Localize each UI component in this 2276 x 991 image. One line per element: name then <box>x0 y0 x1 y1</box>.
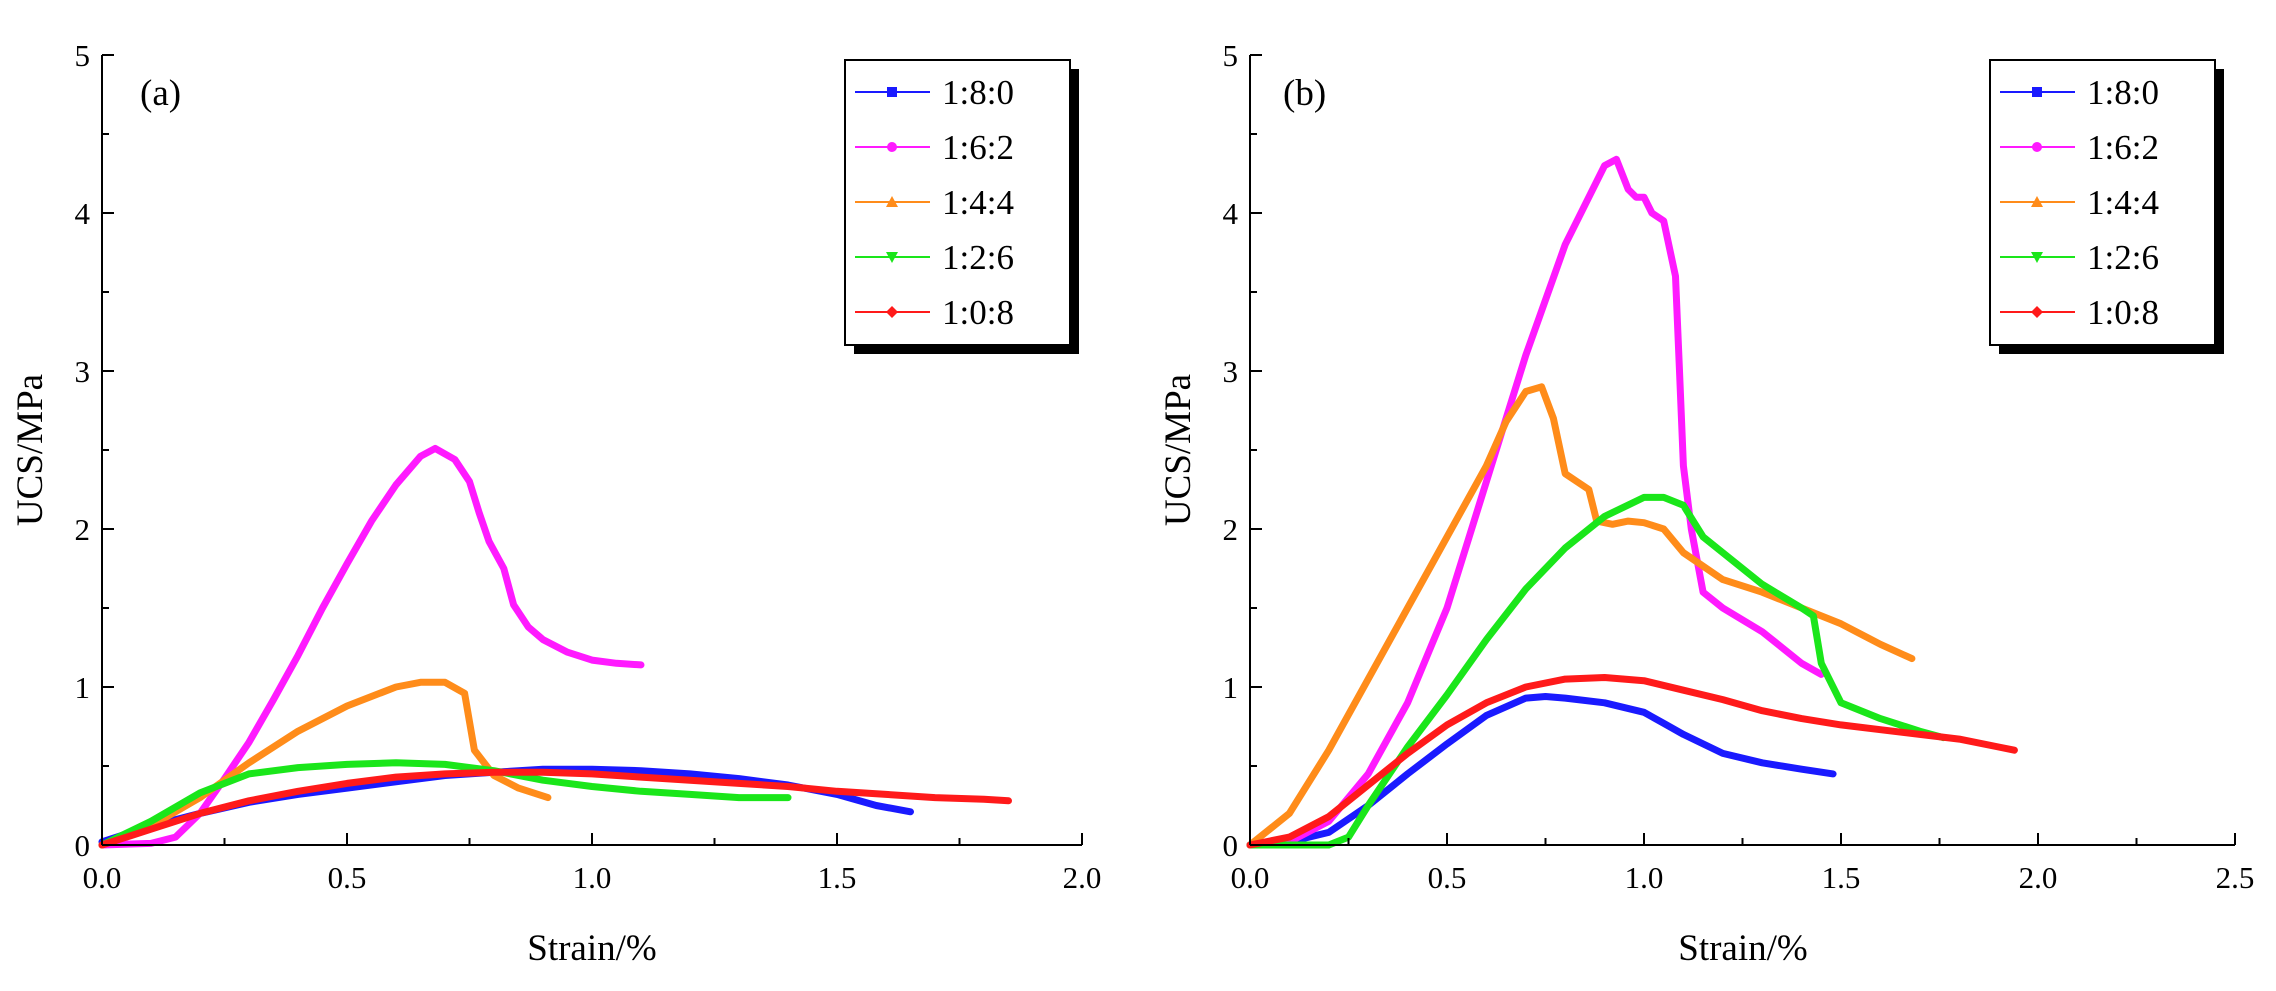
panel-a-legend-1-4-4-label: 1:4:4 <box>942 183 1014 222</box>
panel-a-legend-1-6-2-label: 1:6:2 <box>942 128 1014 167</box>
panel-b-legend-1-8-0-marker <box>2032 87 2042 97</box>
panel-a-legend: 1:8:0 1:6:2 1:4:4 1:2:6 1:0:8 <box>844 59 1079 354</box>
panel-b-legend-1-4-4-label: 1:4:4 <box>2087 183 2159 222</box>
panel-b-y-tick-label: 3 <box>1223 354 1239 389</box>
panel-b-y-tick-label: 4 <box>1223 196 1239 231</box>
panel-a-legend-1-2-6-label: 1:2:6 <box>942 238 1014 277</box>
panel-a-x-axis-label: Strain/% <box>527 928 656 969</box>
panel-b-y-tick-label: 1 <box>1223 670 1239 705</box>
panel-b-legend-1-0-8-marker <box>2031 306 2043 318</box>
panel-a-series-group <box>98 444 1012 849</box>
panel-b-legend: 1:8:0 1:6:2 1:4:4 1:2:6 1:0:8 <box>1989 59 2224 354</box>
panel-a-series-1-6-2-line <box>98 444 645 849</box>
panel-b: 0.0 0.5 1.0 1.5 2.0 2.5 0 1 2 3 4 5 Strain/% UCS/MPa (… <box>1158 38 2254 969</box>
panel-a-tag: (a) <box>140 73 181 114</box>
panel-b-x-tick-label: 1.5 <box>1822 860 1861 895</box>
panel-b-series-1-4-4-line <box>1246 383 1916 849</box>
panel-b-legend-1-4-4-marker <box>2031 196 2043 207</box>
panel-a-x-tick-label: 2.0 <box>1063 860 1102 895</box>
panel-b-series-group <box>1246 155 2018 849</box>
panel-a-y-axis-label: UCS/MPa <box>10 374 51 526</box>
panel-a-legend-1-8-0-label: 1:8:0 <box>942 73 1014 112</box>
panel-b-x-tick-label: 1.0 <box>1625 860 1664 895</box>
panel-b-y-tick-label: 0 <box>1223 828 1239 863</box>
panel-b-legend-1-6-2-marker <box>2032 142 2042 152</box>
panel-a-legend-1-6-2-marker <box>887 142 897 152</box>
panel-a-legend-1-0-8-marker <box>886 306 898 318</box>
panel-a-y-tick-label: 0 <box>75 828 91 863</box>
panel-b-x-tick-label: 2.5 <box>2216 860 2255 895</box>
panel-b-legend-1-0-8-label: 1:0:8 <box>2087 293 2159 332</box>
panel-a-y-tick-label: 5 <box>75 38 91 73</box>
panel-b-y-tick-label: 5 <box>1223 38 1239 73</box>
panel-b-legend-1-2-6-label: 1:2:6 <box>2087 238 2159 277</box>
panel-b-series-1-0-8-line <box>1246 674 2018 849</box>
panel-a-x-tick-label: 0.0 <box>83 860 122 895</box>
panel-b-x-tick-label: 2.0 <box>2019 860 2058 895</box>
panel-a-x-tick-label: 1.0 <box>573 860 612 895</box>
panel-b-y-tick-label: 2 <box>1223 512 1239 547</box>
panel-a-series-1-0-8-line <box>98 768 1012 849</box>
panel-b-legend-1-2-6-marker <box>2031 252 2043 263</box>
panel-a-x-tick-label: 1.5 <box>818 860 857 895</box>
panel-b-series-1-6-2-line <box>1246 155 1825 849</box>
panel-b-x-tick-label: 0.0 <box>1231 860 1270 895</box>
panel-b-tag: (b) <box>1283 73 1326 114</box>
panel-b-y-axis-label: UCS/MPa <box>1158 374 1199 526</box>
panel-b-x-tick-label: 0.5 <box>1428 860 1467 895</box>
panel-a-legend-1-4-4-marker <box>886 196 898 207</box>
panel-a-x-tick-label: 0.5 <box>328 860 367 895</box>
panel-a-y-tick-label: 1 <box>75 670 91 705</box>
panel-a: 0.0 0.5 1.0 1.5 2.0 0 1 2 3 4 5 Strain/% UCS/MPa (a) 1… <box>10 38 1101 969</box>
panel-b-legend-1-8-0-label: 1:8:0 <box>2087 73 2159 112</box>
panel-a-legend-1-8-0-marker <box>887 87 897 97</box>
panel-a-legend-1-0-8-label: 1:0:8 <box>942 293 1014 332</box>
panel-a-legend-1-2-6-marker <box>886 252 898 263</box>
panel-a-y-tick-label: 2 <box>75 512 91 547</box>
panel-b-x-axis-label: Strain/% <box>1678 928 1807 969</box>
panel-a-y-tick-label: 4 <box>75 196 91 231</box>
panel-b-legend-1-6-2-label: 1:6:2 <box>2087 128 2159 167</box>
panel-b-series-1-8-0-line <box>1246 693 1837 849</box>
panel-a-series-1-2-6-line <box>98 759 792 849</box>
panel-a-y-tick-label: 3 <box>75 354 91 389</box>
